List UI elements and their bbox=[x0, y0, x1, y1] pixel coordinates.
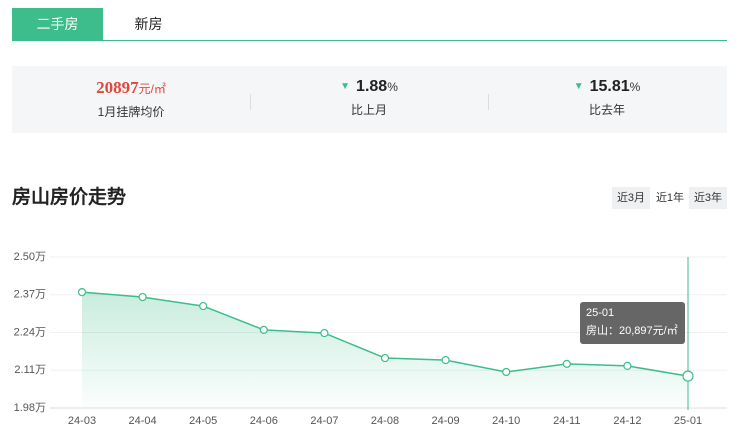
x-tick-label: 24-10 bbox=[492, 415, 520, 427]
point bbox=[77, 288, 87, 297]
y-tick-label: 2.24万 bbox=[14, 326, 46, 338]
x-tick-label: 24-03 bbox=[68, 415, 96, 427]
down-icon: ▼ bbox=[573, 81, 584, 92]
separator bbox=[488, 94, 489, 110]
tooltip-text: 房山：20,897元/㎡ bbox=[586, 324, 678, 337]
tooltip-box bbox=[580, 302, 685, 344]
y-tick-label: 1.98万 bbox=[14, 402, 46, 414]
x-tick-label: 24-04 bbox=[129, 415, 157, 427]
range-button[interactable]: 近3月 bbox=[612, 187, 650, 209]
stat-value: 20897 bbox=[96, 78, 139, 97]
value-label: 20,897元/㎡ bbox=[619, 324, 678, 337]
point bbox=[138, 292, 147, 302]
stat-unit: % bbox=[629, 80, 641, 94]
tooltip-title: 25-01 bbox=[586, 307, 614, 319]
stat-label: 比上月 bbox=[350, 103, 387, 117]
stat: ▼ 15.81% 比去年 bbox=[488, 78, 726, 118]
chart-title: 房山房价走势 bbox=[12, 187, 127, 208]
x-tick-label: 24-06 bbox=[250, 415, 278, 427]
point bbox=[199, 301, 208, 311]
stat-label: 1月挂牌均价 bbox=[97, 105, 165, 119]
stat: 20897元/㎡ 1月挂牌均价 bbox=[12, 78, 250, 120]
range-button[interactable]: 近1年 bbox=[651, 187, 689, 209]
stat-unit: % bbox=[387, 80, 398, 94]
stat: ▼ 1.88% 比上月 bbox=[250, 78, 488, 118]
separator: ： bbox=[608, 325, 619, 337]
down-icon: ▼ bbox=[340, 81, 351, 92]
x-tick-label: 24-05 bbox=[189, 415, 217, 427]
x-tick-label: 24-12 bbox=[613, 415, 641, 427]
point bbox=[562, 359, 571, 368]
x-tick-label: 24-09 bbox=[432, 415, 460, 427]
point bbox=[441, 355, 450, 365]
y-tick-label: 2.37万 bbox=[14, 289, 46, 301]
tab[interactable]: 二手房 bbox=[12, 8, 103, 41]
stat-value: 15.81 bbox=[589, 78, 630, 95]
x-tick-label: 25-01 bbox=[674, 415, 702, 427]
area bbox=[82, 292, 688, 408]
point bbox=[502, 367, 511, 377]
point bbox=[623, 361, 632, 370]
tab-underline bbox=[12, 40, 727, 41]
range-button[interactable]: 近3年 bbox=[689, 187, 727, 209]
y-tick-label: 2.50万 bbox=[14, 251, 46, 263]
stat-label: 比去年 bbox=[588, 103, 625, 117]
point bbox=[259, 325, 268, 334]
point bbox=[380, 353, 390, 363]
point bbox=[682, 370, 694, 382]
stat-unit: 元/㎡ bbox=[138, 82, 166, 96]
x-tick-label: 24-11 bbox=[553, 415, 580, 427]
y-tick-label: 2.11万 bbox=[14, 364, 46, 376]
tab[interactable]: 新房 bbox=[134, 16, 163, 32]
x-tick-label: 24-08 bbox=[371, 415, 399, 427]
tooltip: 25-01 房山：20,897元/㎡ bbox=[580, 302, 685, 344]
separator bbox=[250, 94, 251, 110]
x-tick-label: 24-07 bbox=[310, 415, 338, 427]
point bbox=[320, 328, 329, 338]
series-name: 房山 bbox=[586, 324, 608, 337]
stat-value: 1.88 bbox=[356, 78, 388, 95]
stats-panel: 20897元/㎡ 1月挂牌均价 ▼ 1.88% 比上月 ▼ 15.81% 比去年 bbox=[12, 66, 727, 133]
